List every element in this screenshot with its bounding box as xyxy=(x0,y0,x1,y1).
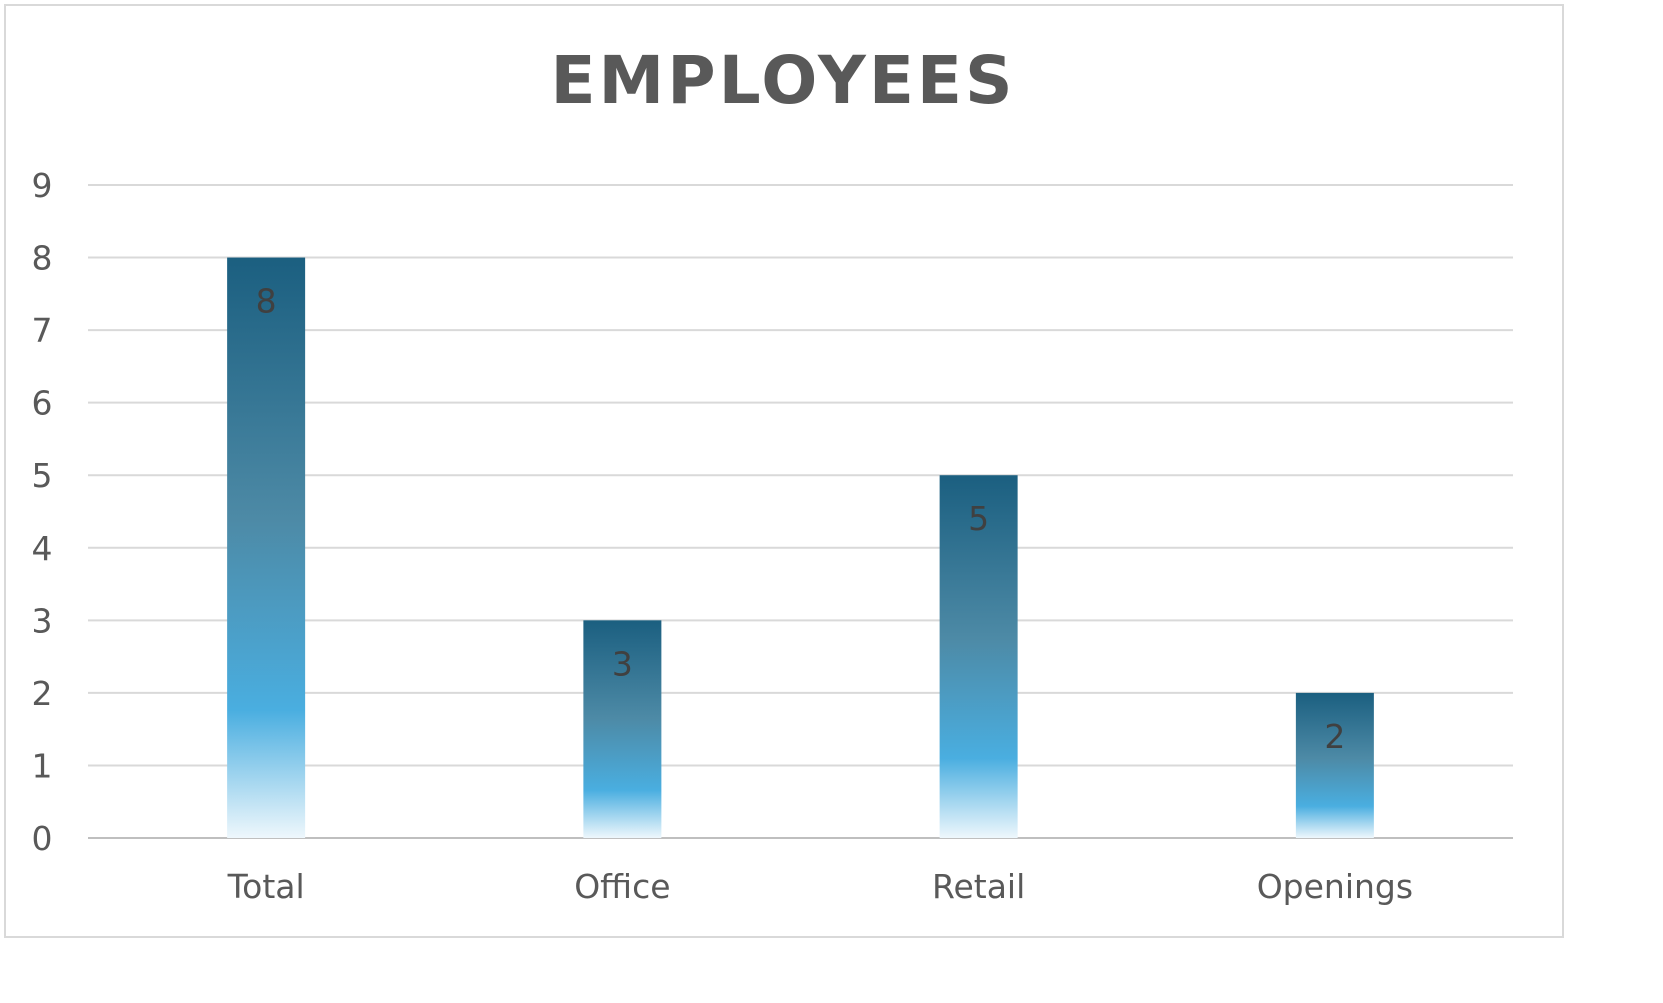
chart-plot: 0 1 2 3 4 5 6 7 8 9 8 3 5 2 Total Office Retail Opening… xyxy=(32,166,1513,906)
category-label-retail: Retail xyxy=(932,867,1025,906)
y-tick-label-5: 5 xyxy=(32,456,53,495)
y-tick-label-3: 3 xyxy=(32,601,53,640)
y-tick-label-8: 8 xyxy=(32,239,53,278)
x-axis-categories: Total Office Retail Openings xyxy=(227,867,1413,906)
data-labels: 8 3 5 2 xyxy=(256,282,1346,756)
y-tick-label-6: 6 xyxy=(32,384,53,423)
data-label-total: 8 xyxy=(256,282,277,321)
y-axis-ticks: 0 1 2 3 4 5 6 7 8 9 xyxy=(32,166,53,858)
y-tick-label-1: 1 xyxy=(32,746,53,785)
bars xyxy=(227,257,1374,838)
chart-title: EMPLOYEES xyxy=(550,42,1016,119)
y-tick-label-0: 0 xyxy=(32,819,53,858)
bar-openings xyxy=(1295,692,1374,838)
y-tick-label-4: 4 xyxy=(32,529,53,568)
y-tick-label-9: 9 xyxy=(32,166,53,205)
data-label-openings: 2 xyxy=(1324,717,1345,756)
gridlines xyxy=(88,184,1513,839)
bar-retail xyxy=(939,475,1018,838)
y-tick-label-2: 2 xyxy=(32,674,53,713)
data-label-retail: 5 xyxy=(968,499,989,538)
data-label-office: 3 xyxy=(612,644,633,683)
category-label-openings: Openings xyxy=(1257,867,1413,906)
category-label-total: Total xyxy=(227,867,305,906)
bar-office xyxy=(583,620,662,838)
y-tick-label-7: 7 xyxy=(32,311,53,350)
category-label-office: Office xyxy=(574,867,670,906)
bar-total xyxy=(227,257,306,838)
